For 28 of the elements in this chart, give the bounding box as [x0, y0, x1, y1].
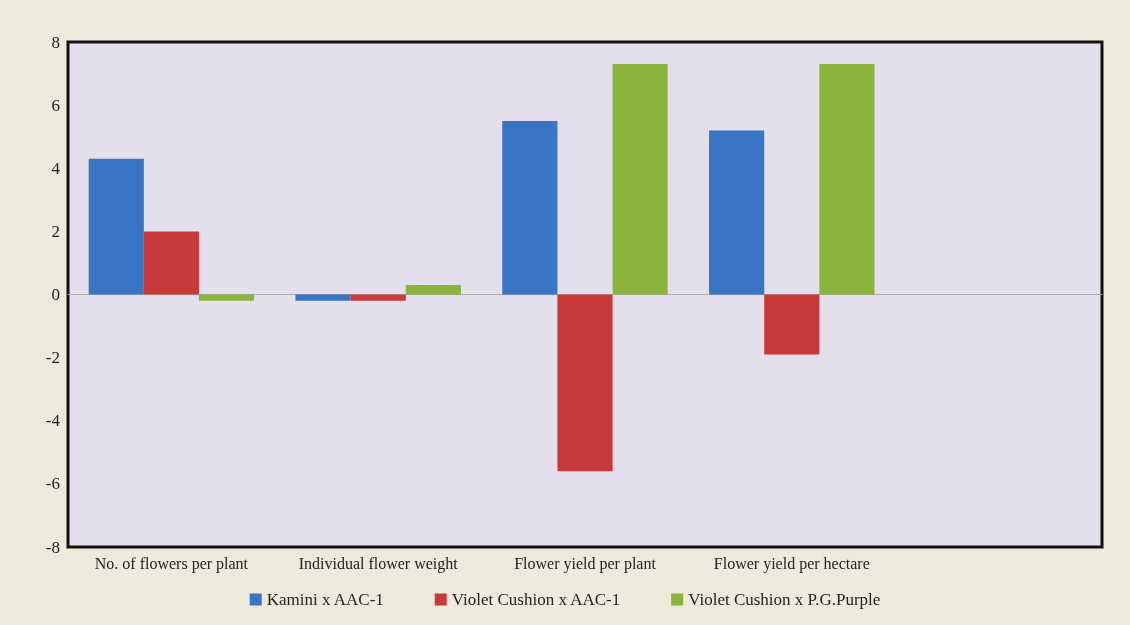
legend-label: Violet Cushion x AAC-1 — [451, 590, 621, 609]
bar — [819, 64, 875, 295]
bar — [612, 64, 668, 295]
x-tick-label: No. of flowers per plant — [94, 554, 249, 573]
bar — [557, 294, 613, 472]
bar — [405, 285, 461, 295]
y-tick-label: -8 — [45, 537, 60, 557]
bar — [295, 294, 351, 301]
bar — [350, 294, 406, 301]
bar — [88, 158, 144, 295]
legend-label: Kamini x AAC-1 — [266, 590, 384, 609]
bar — [764, 294, 820, 355]
bar — [198, 294, 255, 301]
y-tick-label: 2 — [51, 221, 60, 241]
bar — [502, 120, 558, 295]
y-tick-label: 0 — [51, 285, 60, 304]
x-tick-label: Individual flower weight — [298, 554, 459, 573]
x-tick-label: Flower yield per plant — [514, 554, 657, 573]
bar — [143, 231, 199, 295]
bar — [709, 130, 765, 295]
y-tick-label: -2 — [45, 348, 60, 368]
y-tick-label: -4 — [45, 411, 61, 431]
y-tick-label: 8 — [51, 32, 60, 52]
y-tick-label: 6 — [51, 95, 60, 115]
x-tick-label: Flower yield per hectare — [713, 554, 870, 573]
y-tick-label: -6 — [45, 474, 60, 494]
y-tick-label: 4 — [51, 158, 61, 178]
legend-label: Violet Cushion x P.G.Purple — [688, 590, 881, 609]
